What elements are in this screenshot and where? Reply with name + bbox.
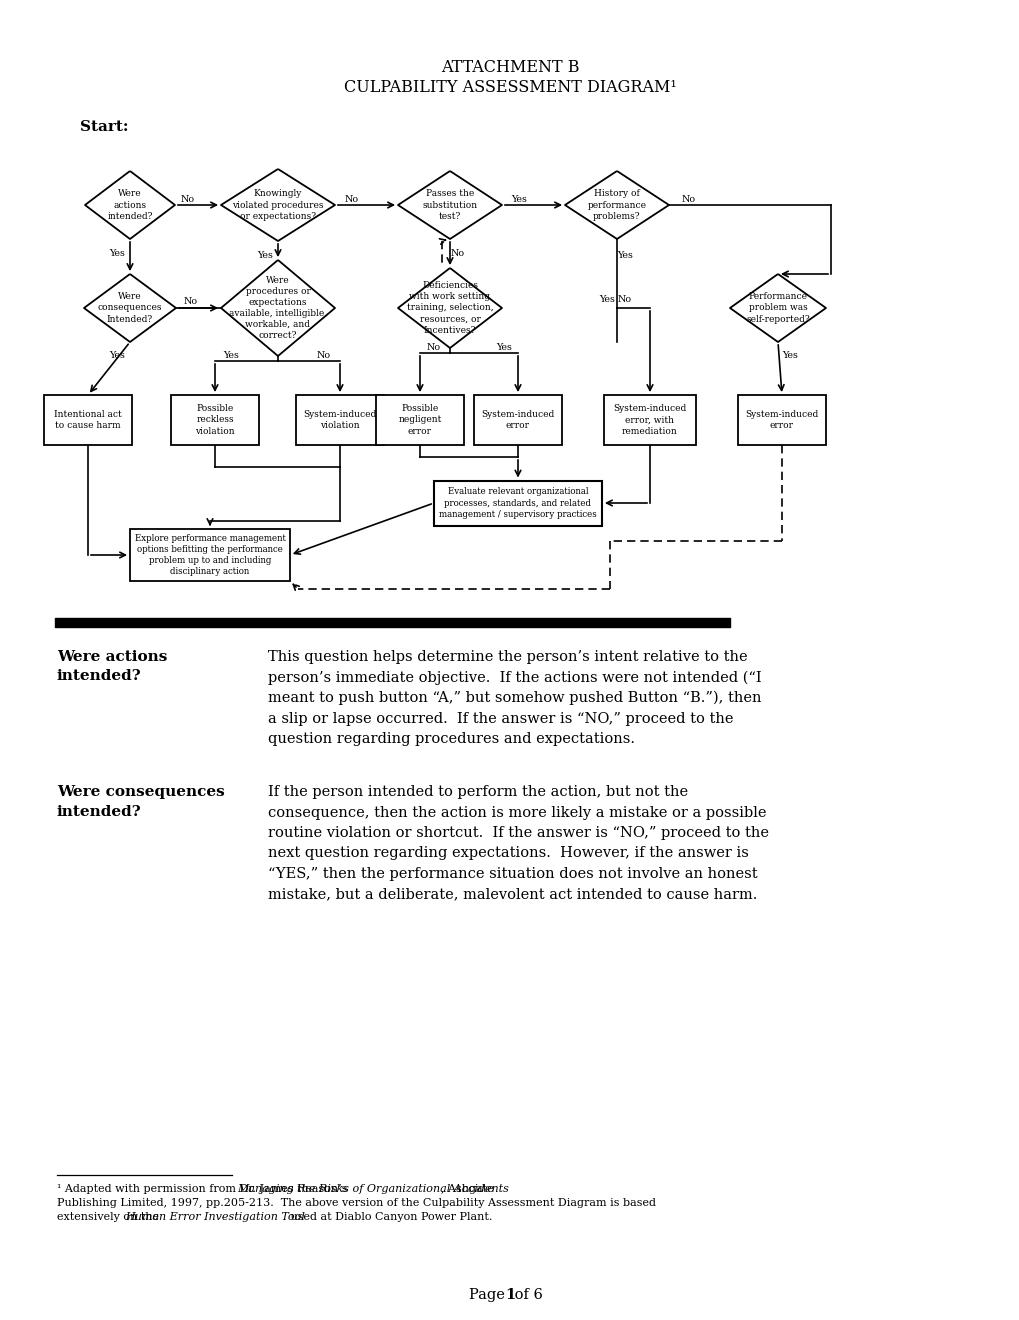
Text: Were
procedures or
expectations
available, intelligible,
workable, and
correct?: Were procedures or expectations availabl… bbox=[228, 276, 327, 341]
Text: If the person intended to perform the action, but not the: If the person intended to perform the ac… bbox=[268, 785, 688, 799]
Bar bbox=[296, 395, 383, 445]
Text: CULPABILITY ASSESSMENT DIAGRAM¹: CULPABILITY ASSESSMENT DIAGRAM¹ bbox=[343, 78, 676, 95]
Text: Possible
negligent
error: Possible negligent error bbox=[398, 404, 441, 436]
Text: No: No bbox=[682, 194, 695, 203]
Text: Possible
reckless
violation: Possible reckless violation bbox=[195, 404, 234, 436]
Text: No: No bbox=[344, 194, 359, 203]
Text: Page: Page bbox=[469, 1288, 510, 1302]
Text: next question regarding expectations.  However, if the answer is: next question regarding expectations. Ho… bbox=[268, 846, 748, 861]
Text: Intentional act
to cause harm: Intentional act to cause harm bbox=[54, 411, 121, 430]
Bar bbox=[129, 529, 289, 581]
Bar bbox=[376, 395, 464, 445]
Text: Managing the Risks of Organizational Accidents: Managing the Risks of Organizational Acc… bbox=[236, 1184, 508, 1195]
Text: Publishing Limited, 1997, pp.205-213.  The above version of the Culpability Asse: Publishing Limited, 1997, pp.205-213. Th… bbox=[57, 1199, 655, 1208]
Bar bbox=[603, 395, 695, 445]
Text: Yes: Yes bbox=[109, 351, 124, 360]
Text: meant to push button “A,” but somehow pushed Button “B.”), then: meant to push button “A,” but somehow pu… bbox=[268, 690, 761, 705]
Text: System-induced
error: System-induced error bbox=[745, 411, 818, 430]
Bar bbox=[171, 395, 259, 445]
Text: Deficiencies
with work setting
training, selection,
resources, or
Incentives?: Deficiencies with work setting training,… bbox=[407, 281, 493, 335]
Text: routine violation or shortcut.  If the answer is “NO,” proceed to the: routine violation or shortcut. If the an… bbox=[268, 826, 768, 840]
Text: a slip or lapse occurred.  If the answer is “NO,” proceed to the: a slip or lapse occurred. If the answer … bbox=[268, 711, 733, 726]
Text: System-induced
error, with
remediation: System-induced error, with remediation bbox=[612, 404, 686, 436]
Text: No: No bbox=[450, 248, 465, 257]
Text: Yes: Yes bbox=[495, 342, 512, 351]
Text: consequence, then the action is more likely a mistake or a possible: consequence, then the action is more lik… bbox=[268, 805, 765, 820]
Text: Performance
problem was
self-reported?: Performance problem was self-reported? bbox=[746, 293, 809, 323]
Text: System-induced
violation: System-induced violation bbox=[303, 411, 376, 430]
Text: ¹ Adapted with permission from Dr. James Reason’s: ¹ Adapted with permission from Dr. James… bbox=[57, 1184, 351, 1195]
Text: ATTACHMENT B: ATTACHMENT B bbox=[440, 59, 579, 77]
Text: Evaluate relevant organizational
processes, standards, and related
management / : Evaluate relevant organizational process… bbox=[439, 487, 596, 519]
Text: Start:: Start: bbox=[79, 120, 128, 135]
Text: No: No bbox=[180, 194, 195, 203]
Text: No: No bbox=[618, 296, 632, 305]
Text: Yes: Yes bbox=[782, 351, 797, 360]
Text: No: No bbox=[183, 297, 198, 306]
Text: Yes: Yes bbox=[257, 251, 273, 260]
Text: of 6: of 6 bbox=[510, 1288, 542, 1302]
Text: Passes the
substitution
test?: Passes the substitution test? bbox=[422, 189, 477, 220]
Text: Were consequences
intended?: Were consequences intended? bbox=[57, 785, 224, 818]
Bar bbox=[44, 395, 131, 445]
Text: System-induced
error: System-induced error bbox=[481, 411, 554, 430]
Text: Yes: Yes bbox=[511, 194, 527, 203]
Text: 1: 1 bbox=[504, 1288, 515, 1302]
Text: “YES,” then the performance situation does not involve an honest: “YES,” then the performance situation do… bbox=[268, 867, 757, 880]
Bar bbox=[738, 395, 825, 445]
Text: person’s immediate objective.  If the actions were not intended (“I: person’s immediate objective. If the act… bbox=[268, 671, 761, 685]
Text: question regarding procedures and expectations.: question regarding procedures and expect… bbox=[268, 733, 635, 746]
Text: Human Error Investigation Tool: Human Error Investigation Tool bbox=[125, 1212, 305, 1222]
Text: Were actions
intended?: Were actions intended? bbox=[57, 649, 167, 684]
Bar bbox=[474, 395, 561, 445]
Text: Yes: Yes bbox=[616, 251, 633, 260]
Text: Yes: Yes bbox=[223, 351, 238, 359]
Text: Were
consequences
Intended?: Were consequences Intended? bbox=[98, 293, 162, 323]
Text: Yes: Yes bbox=[109, 248, 124, 257]
Text: This question helps determine the person’s intent relative to the: This question helps determine the person… bbox=[268, 649, 747, 664]
Text: used at Diablo Canyon Power Plant.: used at Diablo Canyon Power Plant. bbox=[286, 1212, 492, 1222]
Text: History of
performance
problems?: History of performance problems? bbox=[587, 189, 646, 220]
Text: Were
actions
intended?: Were actions intended? bbox=[107, 189, 153, 220]
Text: mistake, but a deliberate, malevolent act intended to cause harm.: mistake, but a deliberate, malevolent ac… bbox=[268, 887, 757, 902]
Text: No: No bbox=[427, 342, 440, 351]
Text: Explore performance management
options befitting the performance
problem up to a: Explore performance management options b… bbox=[135, 533, 285, 576]
Bar bbox=[433, 480, 601, 525]
Text: Yes: Yes bbox=[598, 296, 614, 305]
Text: , Ashgate: , Ashgate bbox=[440, 1184, 493, 1195]
Text: extensively on the: extensively on the bbox=[57, 1212, 162, 1222]
Text: No: No bbox=[317, 351, 331, 359]
Text: Knowingly
violated procedures
or expectations?: Knowingly violated procedures or expecta… bbox=[232, 189, 323, 220]
